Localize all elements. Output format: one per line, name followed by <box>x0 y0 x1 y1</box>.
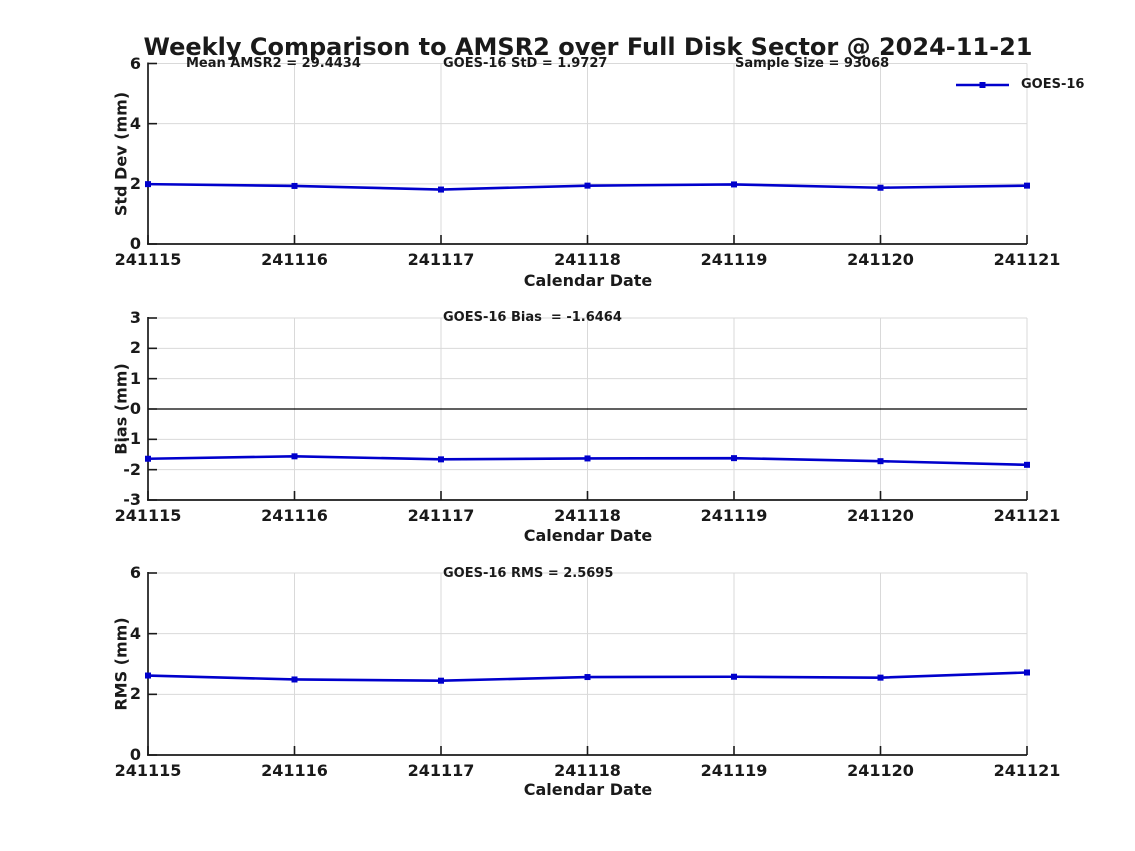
y-tick-label: 6 <box>129 53 141 73</box>
y-tick-label: -3 <box>123 490 141 509</box>
x-tick-label: 241120 <box>847 250 914 269</box>
x-tick-label: 241119 <box>700 506 768 525</box>
x-tick-label: 241116 <box>261 761 328 780</box>
x-tick-label: 241117 <box>407 250 475 269</box>
x-tick-label: 241121 <box>993 761 1061 780</box>
xlabel-calendar-date-1: Calendar Date <box>523 271 653 290</box>
y-tick-label: 4 <box>129 113 141 133</box>
y-tick-label: 0 <box>129 745 141 764</box>
y-tick-label: 0 <box>129 399 141 418</box>
x-tick-label: 241116 <box>261 506 328 525</box>
annotation-sample-size: Sample Size = 93068 <box>735 56 890 71</box>
y-tick-label: 6 <box>129 563 141 582</box>
y-tick-label: -2 <box>123 459 141 479</box>
y-tick-label: 2 <box>129 338 141 358</box>
x-tick-label: 241121 <box>993 506 1061 525</box>
x-tick-label: 241120 <box>847 761 914 780</box>
x-tick-label: 241118 <box>554 761 621 780</box>
x-tick-label: 241115 <box>114 506 182 525</box>
annotation-goes16-bias: GOES-16 Bias = -1.6464 <box>443 310 622 325</box>
annotation-mean-amsr2: Mean AMSR2 = 29.4434 <box>186 56 361 71</box>
xlabel-calendar-date-2: Calendar Date <box>523 526 653 545</box>
figure-title: Weekly Comparison to AMSR2 over Full Dis… <box>143 33 1033 61</box>
x-tick-label: 241119 <box>700 250 768 269</box>
y-tick-label: 0 <box>129 234 141 253</box>
y-tick-label: 4 <box>129 623 141 643</box>
xlabel-calendar-date-3: Calendar Date <box>523 780 653 799</box>
x-tick-label: 241118 <box>554 506 621 525</box>
y-tick-label: 1 <box>129 368 141 388</box>
x-tick-label: 241119 <box>700 761 768 780</box>
annotation-goes16-rms: GOES-16 RMS = 2.5695 <box>443 566 614 581</box>
x-tick-label: 241117 <box>407 761 475 780</box>
ylabel-std-dev: Std Dev (mm) <box>111 91 131 217</box>
annotation-goes16-std: GOES-16 StD = 1.9727 <box>443 56 608 71</box>
x-tick-label: 241118 <box>554 250 621 269</box>
x-tick-label: 241117 <box>407 506 475 525</box>
x-tick-label: 241120 <box>847 506 914 525</box>
y-tick-label: 2 <box>129 173 141 193</box>
y-tick-label: -1 <box>123 429 141 449</box>
x-tick-label: 241116 <box>261 250 328 269</box>
y-tick-label: 2 <box>129 684 141 704</box>
x-tick-label: 241115 <box>114 761 182 780</box>
y-tick-label: 3 <box>129 308 141 327</box>
x-tick-label: 241115 <box>114 250 182 269</box>
x-tick-label: 241121 <box>993 250 1061 269</box>
legend-goes16-label: GOES-16 <box>1021 77 1085 92</box>
